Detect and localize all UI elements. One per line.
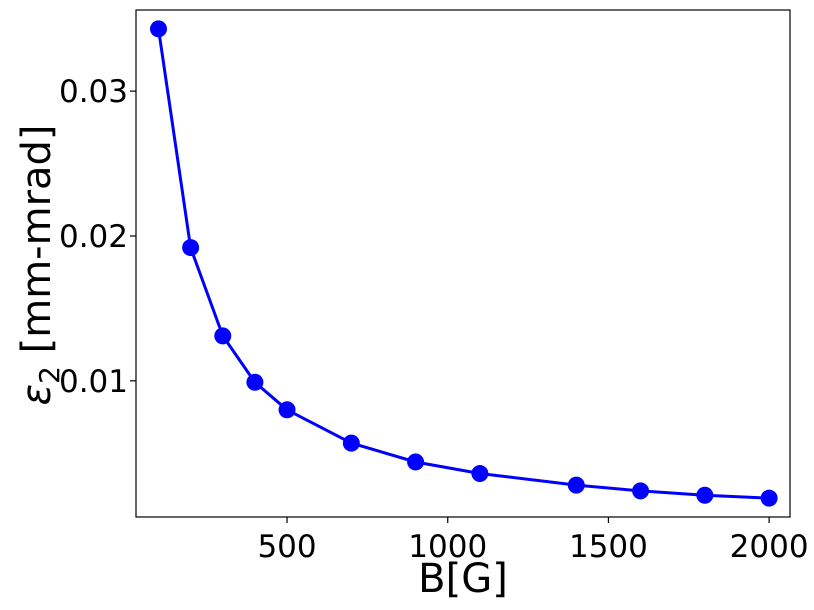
plot-frame: [135, 9, 791, 518]
series-layer: [149, 20, 778, 507]
y-axis-label-unit: [mm-mrad]: [14, 124, 60, 366]
x-tick-label: 2000: [730, 529, 809, 565]
data-point: [407, 453, 425, 471]
data-point: [182, 239, 200, 257]
y-tick-label: 0.01: [59, 364, 128, 400]
data-point: [760, 489, 778, 507]
data-point: [278, 401, 296, 419]
y-tick-label: 0.03: [59, 74, 128, 110]
data-point: [246, 373, 264, 391]
y-axis-label-symbol: ε: [14, 384, 60, 406]
data-point: [567, 476, 585, 494]
x-axis-label: B[G]: [418, 556, 508, 602]
x-axis-ticks: 500 1000 1500 2000: [257, 517, 809, 565]
x-tick-label: 500: [257, 529, 316, 565]
data-point: [214, 327, 232, 345]
y-tick-label: 0.02: [59, 219, 128, 255]
y-axis-ticks: 0.01 0.02 0.03: [59, 74, 136, 400]
data-point: [632, 482, 650, 500]
y-axis-label-subscript: 2: [33, 366, 66, 384]
x-tick-label: 1000: [408, 529, 487, 565]
y-axis-label: ε2 [mm-mrad]: [14, 124, 66, 405]
data-point: [342, 434, 360, 452]
data-point: [149, 20, 167, 38]
x-tick-label: 1500: [569, 529, 648, 565]
series-line: [157, 28, 770, 500]
data-point: [471, 465, 489, 483]
data-point: [696, 486, 714, 504]
